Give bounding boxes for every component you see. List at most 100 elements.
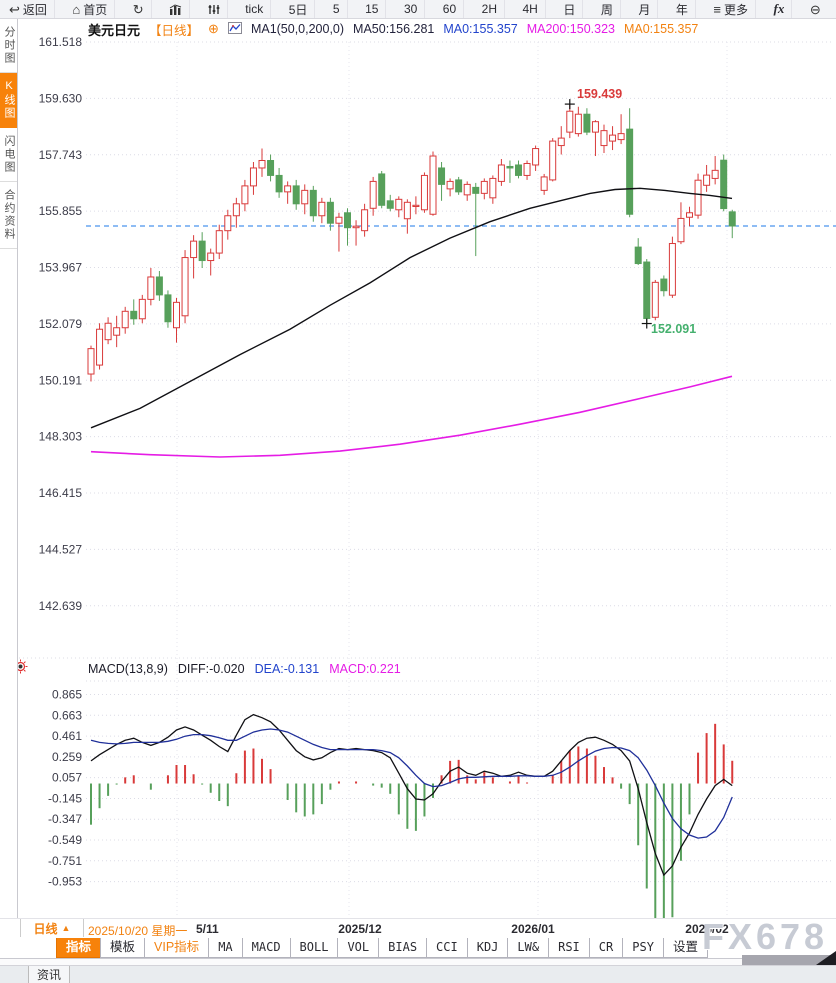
candle[interactable]	[429, 155, 437, 215]
candle[interactable]	[574, 113, 582, 135]
indicator-tab-templates[interactable]: 模板	[100, 937, 146, 958]
candle[interactable]	[232, 203, 240, 217]
candle[interactable]	[352, 225, 360, 229]
candle[interactable]	[326, 201, 334, 224]
indicator-tab-bias[interactable]: BIAS	[378, 937, 428, 958]
candle[interactable]	[113, 327, 121, 336]
indicator-tab-psy[interactable]: PSY	[622, 937, 664, 958]
candle[interactable]	[506, 165, 514, 169]
candle[interactable]	[480, 180, 488, 194]
toolbar-period-4h[interactable]: 4H	[516, 0, 546, 18]
indicator-tab-lwr[interactable]: LW&	[507, 937, 550, 958]
toolbar-period-15[interactable]: 15	[358, 0, 387, 18]
indicator-tab-cr[interactable]: CR	[588, 937, 624, 958]
candle[interactable]	[190, 240, 198, 259]
indicator-tab-vip-indicators[interactable]: VIP指标	[144, 937, 210, 958]
toolbar-home[interactable]: ⌂ 首页	[65, 0, 116, 18]
indicator-tab-rsi[interactable]: RSI	[548, 937, 590, 958]
indicator-tab-indicators[interactable]: 指标	[56, 937, 102, 958]
chart-canvas[interactable]: 161.518 159.630 157.743 155.855 153.967 152.0…	[0, 0, 836, 918]
candle[interactable]	[609, 134, 617, 142]
candle[interactable]	[600, 130, 608, 147]
candle[interactable]	[694, 179, 702, 216]
mini-chart-icon[interactable]	[227, 22, 242, 36]
period-selector[interactable]: 日线 ▲	[20, 919, 84, 937]
candle[interactable]	[318, 201, 326, 217]
candle[interactable]	[335, 216, 343, 224]
candle[interactable]	[361, 209, 369, 232]
candle[interactable]	[686, 212, 693, 218]
toolbar-period-tick[interactable]: tick	[238, 0, 272, 18]
candle[interactable]	[121, 310, 129, 329]
toolbar-more[interactable]: ≡ 更多	[706, 0, 757, 18]
candle[interactable]	[267, 159, 275, 176]
candle[interactable]	[643, 261, 651, 319]
candle[interactable]	[378, 173, 386, 206]
toolbar-period-5[interactable]: 5	[326, 0, 348, 18]
toolbar-period-60[interactable]: 60	[436, 0, 465, 18]
toolbar-period-month[interactable]: 月	[631, 0, 659, 18]
candle[interactable]	[634, 246, 642, 265]
candle[interactable]	[668, 243, 676, 296]
candle[interactable]	[438, 167, 446, 185]
candle[interactable]	[497, 164, 505, 182]
indicator-tab-settings[interactable]: 设置	[662, 937, 708, 958]
candle[interactable]	[583, 113, 591, 133]
sidebar-tab-contract-info[interactable]: 合约资料	[0, 182, 17, 249]
candle[interactable]	[207, 252, 215, 262]
candle[interactable]	[395, 198, 403, 211]
scroll-arrow-icon[interactable]	[816, 951, 836, 965]
candle[interactable]	[301, 189, 309, 205]
candle[interactable]	[403, 201, 411, 220]
candle[interactable]	[412, 204, 420, 207]
candle[interactable]	[104, 322, 112, 341]
add-overlay-icon[interactable]: ⊕	[208, 21, 219, 36]
candle[interactable]	[130, 310, 138, 320]
toolbar-period-2h[interactable]: 2H	[475, 0, 505, 18]
sidebar-tab-kline-chart[interactable]: K线图	[0, 73, 17, 128]
candle[interactable]	[309, 189, 317, 217]
candle[interactable]	[249, 167, 257, 187]
toolbar-indicator-panel[interactable]	[201, 0, 228, 18]
candle[interactable]	[215, 230, 223, 254]
candle[interactable]	[455, 179, 463, 193]
indicator-tab-vol[interactable]: VOL	[337, 937, 380, 958]
candle[interactable]	[566, 110, 574, 133]
candle[interactable]	[420, 174, 428, 211]
toolbar-refresh[interactable]: ↻	[126, 0, 152, 18]
candle[interactable]	[540, 176, 548, 191]
candle[interactable]	[87, 348, 95, 375]
candle[interactable]	[711, 169, 719, 179]
candle[interactable]	[446, 180, 454, 190]
indicator-tab-boll[interactable]: BOLL	[289, 937, 339, 958]
candle[interactable]	[651, 281, 659, 318]
indicator-tab-kdj[interactable]: KDJ	[466, 937, 509, 958]
candle[interactable]	[241, 185, 249, 205]
indicator-tab-macd[interactable]: MACD	[241, 937, 291, 958]
candle[interactable]	[532, 148, 540, 166]
candle[interactable]	[728, 211, 736, 227]
candle[interactable]	[292, 185, 300, 205]
candle[interactable]	[626, 128, 634, 215]
candle[interactable]	[472, 186, 480, 194]
indicator-tab-ma[interactable]: MA	[208, 937, 243, 958]
candle[interactable]	[173, 301, 180, 329]
candle[interactable]	[557, 137, 565, 147]
candle[interactable]	[284, 185, 292, 193]
toolbar-period-30[interactable]: 30	[397, 0, 426, 18]
sidebar-tab-lightning-chart[interactable]: 闪电图	[0, 128, 17, 182]
candle[interactable]	[164, 294, 172, 323]
toolbar-period-day[interactable]: 日	[556, 0, 584, 18]
candle[interactable]	[138, 298, 146, 320]
candle[interactable]	[489, 177, 497, 199]
candle[interactable]	[515, 164, 522, 176]
candle[interactable]	[198, 240, 206, 262]
indicator-tab-cci[interactable]: CCI	[426, 937, 468, 958]
candle[interactable]	[463, 183, 471, 196]
candle[interactable]	[523, 162, 531, 176]
toolbar-period-year[interactable]: 年	[669, 0, 696, 18]
candle[interactable]	[344, 212, 351, 229]
candle[interactable]	[181, 257, 189, 317]
candle[interactable]	[677, 217, 685, 243]
toolbar-back[interactable]: ↩ 返回	[2, 0, 55, 18]
